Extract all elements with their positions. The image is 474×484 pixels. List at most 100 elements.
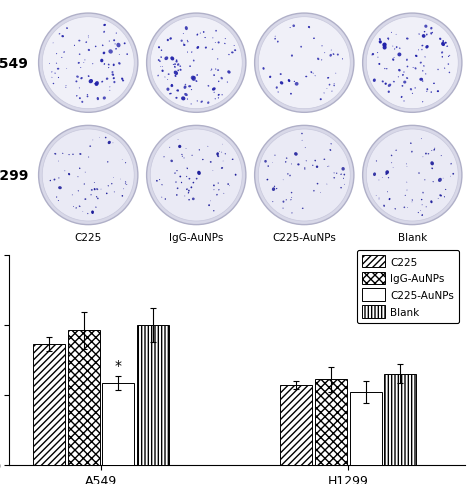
Ellipse shape xyxy=(117,44,120,48)
Ellipse shape xyxy=(420,211,421,212)
Ellipse shape xyxy=(108,141,111,145)
Ellipse shape xyxy=(308,27,310,29)
Ellipse shape xyxy=(188,190,190,192)
Ellipse shape xyxy=(421,45,423,47)
Ellipse shape xyxy=(424,26,428,29)
Ellipse shape xyxy=(276,188,277,190)
Ellipse shape xyxy=(177,70,179,72)
Ellipse shape xyxy=(441,52,443,55)
Ellipse shape xyxy=(231,52,234,54)
Ellipse shape xyxy=(383,46,387,50)
Ellipse shape xyxy=(78,41,81,43)
Ellipse shape xyxy=(191,187,192,189)
Ellipse shape xyxy=(407,66,408,68)
Ellipse shape xyxy=(160,67,161,68)
Ellipse shape xyxy=(387,38,389,40)
Ellipse shape xyxy=(302,208,303,210)
Ellipse shape xyxy=(212,88,216,91)
Ellipse shape xyxy=(84,199,86,200)
Ellipse shape xyxy=(301,134,303,135)
Ellipse shape xyxy=(395,209,396,210)
Ellipse shape xyxy=(445,190,447,191)
Ellipse shape xyxy=(366,130,458,222)
Ellipse shape xyxy=(108,68,109,69)
Legend: C225, IgG-AuNPs, C225-AuNPs, Blank: C225, IgG-AuNPs, C225-AuNPs, Blank xyxy=(357,250,459,324)
Ellipse shape xyxy=(55,74,56,75)
Ellipse shape xyxy=(160,57,162,59)
Ellipse shape xyxy=(85,172,86,173)
Ellipse shape xyxy=(89,80,93,84)
Ellipse shape xyxy=(343,179,344,180)
Ellipse shape xyxy=(99,137,100,138)
Ellipse shape xyxy=(109,41,110,43)
Ellipse shape xyxy=(146,126,246,225)
Ellipse shape xyxy=(263,68,264,71)
Ellipse shape xyxy=(317,59,319,61)
Ellipse shape xyxy=(433,150,435,151)
Ellipse shape xyxy=(212,49,213,51)
Ellipse shape xyxy=(76,96,77,97)
Text: C225: C225 xyxy=(74,233,102,243)
Ellipse shape xyxy=(187,168,188,170)
Ellipse shape xyxy=(363,14,462,113)
Ellipse shape xyxy=(108,186,109,187)
Ellipse shape xyxy=(171,85,173,87)
Ellipse shape xyxy=(403,101,405,102)
Ellipse shape xyxy=(372,54,374,56)
Ellipse shape xyxy=(425,74,426,76)
Ellipse shape xyxy=(227,71,231,75)
Ellipse shape xyxy=(202,160,203,161)
Ellipse shape xyxy=(58,78,59,79)
Ellipse shape xyxy=(108,64,109,66)
Ellipse shape xyxy=(221,152,222,153)
Ellipse shape xyxy=(73,207,74,208)
Ellipse shape xyxy=(328,85,330,86)
Ellipse shape xyxy=(391,163,392,164)
Ellipse shape xyxy=(232,159,234,161)
Ellipse shape xyxy=(214,92,215,94)
Ellipse shape xyxy=(415,56,418,58)
Ellipse shape xyxy=(164,57,168,61)
Ellipse shape xyxy=(310,72,312,74)
Ellipse shape xyxy=(196,75,198,76)
Ellipse shape xyxy=(119,55,120,56)
Ellipse shape xyxy=(272,163,273,164)
Ellipse shape xyxy=(286,200,287,201)
Ellipse shape xyxy=(180,70,182,72)
Ellipse shape xyxy=(272,202,273,203)
Ellipse shape xyxy=(107,78,108,79)
Ellipse shape xyxy=(430,28,432,30)
Ellipse shape xyxy=(342,59,343,60)
Ellipse shape xyxy=(210,162,212,164)
Ellipse shape xyxy=(430,33,432,35)
Ellipse shape xyxy=(285,162,286,163)
Ellipse shape xyxy=(448,57,449,58)
Ellipse shape xyxy=(210,201,211,202)
Ellipse shape xyxy=(111,72,114,74)
Ellipse shape xyxy=(189,199,190,200)
Bar xyxy=(137,325,169,465)
Ellipse shape xyxy=(87,213,88,215)
Ellipse shape xyxy=(61,58,62,59)
Ellipse shape xyxy=(225,39,226,40)
Ellipse shape xyxy=(406,78,408,80)
Ellipse shape xyxy=(217,70,219,72)
Ellipse shape xyxy=(175,98,178,100)
Ellipse shape xyxy=(62,153,64,154)
Ellipse shape xyxy=(433,83,435,85)
Ellipse shape xyxy=(201,101,203,104)
Ellipse shape xyxy=(177,64,179,67)
Ellipse shape xyxy=(113,78,115,80)
Ellipse shape xyxy=(317,183,319,185)
Ellipse shape xyxy=(189,179,190,180)
Ellipse shape xyxy=(79,154,82,155)
Ellipse shape xyxy=(331,50,332,51)
Ellipse shape xyxy=(235,174,237,176)
Ellipse shape xyxy=(411,202,412,203)
Ellipse shape xyxy=(173,65,174,66)
Ellipse shape xyxy=(432,33,433,34)
Ellipse shape xyxy=(177,188,178,190)
Ellipse shape xyxy=(294,82,295,83)
Ellipse shape xyxy=(156,181,158,182)
Ellipse shape xyxy=(164,199,166,200)
